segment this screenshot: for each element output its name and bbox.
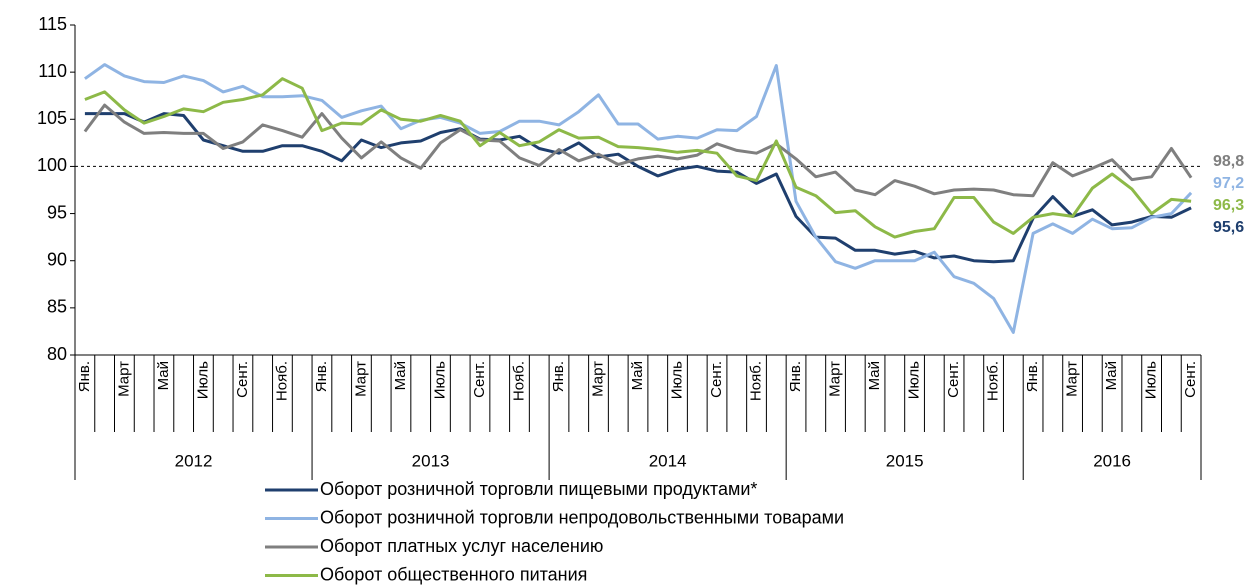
x-tick-label: Сент. (471, 361, 488, 398)
y-tick-label: 80 (47, 344, 67, 364)
series-line (84, 77, 1192, 239)
value-label: 97,2 (1213, 175, 1244, 192)
x-tick-label: Янв. (1024, 361, 1041, 392)
y-tick-label: 110 (38, 61, 67, 81)
x-tick-label: Май (1103, 361, 1120, 390)
x-tick-label: Нояб. (273, 361, 290, 401)
x-tick-label: Июль (1143, 361, 1160, 399)
y-tick-label: 115 (38, 14, 67, 34)
y-tick-label: 90 (47, 249, 67, 269)
x-tick-label: Июль (668, 361, 685, 399)
legend-label: Оборот розничной торговли пищевыми проду… (320, 479, 757, 499)
x-tick-label: Янв. (550, 361, 567, 392)
y-tick-label: 85 (47, 297, 67, 317)
x-tick-label: Март (589, 361, 606, 397)
x-tick-label: Май (392, 361, 409, 390)
value-label: 98,8 (1213, 153, 1244, 170)
group-label: 2013 (412, 451, 450, 470)
legend-label: Оборот розничной торговли непродовольств… (320, 507, 844, 527)
value-label: 95,6 (1213, 219, 1244, 236)
x-tick-label: Нояб. (985, 361, 1002, 401)
series-line (83, 103, 1193, 198)
group-label: 2012 (175, 451, 213, 470)
y-tick-label: 105 (37, 108, 67, 128)
y-tick-label: 95 (47, 202, 67, 222)
group-label: 2015 (886, 451, 924, 470)
legend-label: Оборот платных услуг населению (320, 536, 603, 556)
x-tick-label: Сент. (708, 361, 725, 398)
x-tick-label: Март (1064, 361, 1081, 397)
x-tick-label: Март (827, 361, 844, 397)
x-tick-label: Сент. (945, 361, 962, 398)
x-tick-label: Нояб. (510, 361, 527, 401)
x-tick-label: Май (866, 361, 883, 390)
x-tick-label: Янв. (787, 361, 804, 392)
x-tick-label: Июль (906, 361, 923, 399)
group-label: 2016 (1093, 451, 1131, 470)
x-tick-label: Сент. (234, 361, 251, 398)
x-tick-label: Янв. (76, 361, 93, 392)
series-line (84, 112, 1192, 264)
x-tick-label: Июль (194, 361, 211, 399)
x-tick-label: Нояб. (747, 361, 764, 401)
x-tick-label: Май (155, 361, 172, 390)
x-tick-label: Май (629, 361, 646, 390)
series-line (84, 63, 1193, 334)
legend-label: Оборот общественного питания (320, 564, 587, 584)
x-tick-label: Март (352, 361, 369, 397)
x-tick-label: Янв. (313, 361, 330, 392)
x-tick-label: Сент. (1182, 361, 1199, 398)
group-label: 2014 (649, 451, 687, 470)
y-tick-label: 100 (37, 155, 67, 175)
value-label: 96,3 (1213, 197, 1244, 214)
x-tick-label: Июль (431, 361, 448, 399)
x-tick-label: Март (115, 361, 132, 397)
